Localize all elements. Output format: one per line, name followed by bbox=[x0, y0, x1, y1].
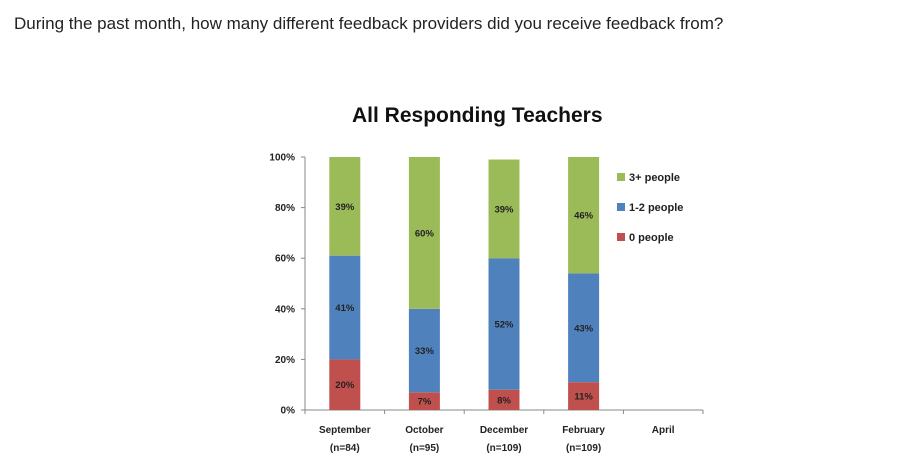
legend-label: 1-2 people bbox=[629, 202, 683, 214]
data-label: 20% bbox=[335, 380, 355, 391]
bar-segment bbox=[568, 382, 600, 410]
x-category-sublabel: (n=109) bbox=[566, 443, 601, 454]
bar-segment bbox=[488, 389, 520, 410]
y-tick-label: 20% bbox=[275, 355, 295, 366]
data-label: 33% bbox=[415, 346, 435, 357]
y-tick-label: 80% bbox=[275, 203, 295, 214]
data-label: 11% bbox=[574, 392, 593, 403]
bar-segment bbox=[568, 273, 600, 383]
data-label: 41% bbox=[335, 303, 355, 314]
bar-segment bbox=[488, 159, 520, 259]
bar-segment bbox=[488, 258, 520, 390]
x-category-label: September bbox=[319, 425, 371, 436]
legend-label: 3+ people bbox=[629, 172, 680, 184]
x-category-label: April bbox=[652, 425, 675, 436]
bar-segment bbox=[329, 157, 361, 256]
chart-title: All Responding Teachers bbox=[352, 104, 603, 127]
bar-segment bbox=[568, 157, 600, 274]
data-label: 60% bbox=[415, 228, 435, 239]
y-tick-label: 60% bbox=[275, 254, 295, 265]
data-label: 52% bbox=[494, 319, 514, 330]
legend-swatch bbox=[617, 203, 625, 211]
legend-swatch bbox=[617, 233, 625, 241]
data-label: 46% bbox=[574, 211, 594, 222]
x-category-label: December bbox=[480, 425, 528, 436]
x-category-label: October bbox=[405, 425, 443, 436]
bar-segment bbox=[329, 255, 361, 360]
bar-segment bbox=[329, 359, 361, 410]
legend-swatch bbox=[617, 173, 625, 181]
x-category-label: February bbox=[562, 425, 605, 436]
data-label: 39% bbox=[335, 202, 355, 213]
y-tick-label: 100% bbox=[269, 153, 295, 164]
x-category-sublabel: (n=109) bbox=[486, 443, 521, 454]
bar-segment bbox=[408, 392, 440, 410]
legend-label: 0 people bbox=[629, 232, 674, 244]
data-label: 8% bbox=[497, 395, 511, 406]
y-tick-label: 0% bbox=[281, 406, 296, 417]
data-label: 7% bbox=[418, 397, 432, 408]
x-category-sublabel: (n=95) bbox=[410, 443, 440, 454]
data-label: 43% bbox=[574, 323, 594, 334]
bar-segment bbox=[408, 157, 440, 309]
y-tick-label: 40% bbox=[275, 304, 295, 315]
x-category-sublabel: (n=84) bbox=[330, 443, 360, 454]
data-label: 39% bbox=[494, 204, 514, 215]
survey-question: During the past month, how many differen… bbox=[14, 14, 724, 33]
bar-segment bbox=[408, 308, 440, 393]
